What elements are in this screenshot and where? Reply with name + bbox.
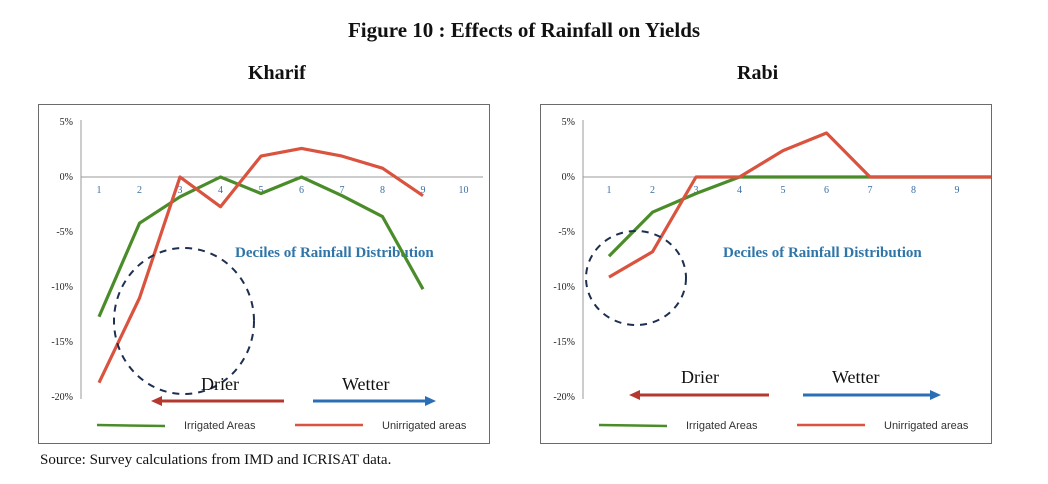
x-tick-label: 4 — [737, 185, 742, 196]
legend-unirrigated-label: Unirrigated areas — [884, 420, 969, 432]
legend-irrigated-label: Irrigated Areas — [686, 420, 758, 432]
figure-title: Figure 10 : Effects of Rainfall on Yield… — [347, 18, 701, 42]
x-tick-label: 2 — [137, 185, 142, 196]
wetter-label: Wetter — [342, 374, 390, 394]
x-tick-label: 7 — [868, 185, 873, 196]
unirrigated-series-line — [608, 131, 991, 279]
y-tick-label: 5% — [60, 117, 73, 128]
y-tick-label: -15% — [51, 337, 73, 348]
rabi-title: Rabi — [737, 62, 779, 84]
x-tick-label: 8 — [911, 185, 916, 196]
kharif-chart: 5% 0% -5% -10% -15% -20% 1 2 3 4 5 6 7 8 9 10 Deciles of… — [38, 104, 490, 444]
x-tick-label: 1 — [97, 185, 102, 196]
legend-irrigated-label: Irrigated Areas — [184, 420, 256, 432]
wetter-arrow-head — [425, 396, 436, 406]
wetter-label: Wetter — [832, 367, 880, 387]
x-tick-label: 5 — [259, 185, 264, 196]
y-tick-label: 0% — [60, 172, 73, 183]
y-tick-label: -10% — [553, 282, 575, 293]
y-tick-label: -5% — [558, 227, 575, 238]
unirrigated-series-line — [97, 146, 424, 384]
source-note: Source: Survey calculations from IMD and… — [40, 452, 392, 468]
drier-highlight-circle — [113, 247, 255, 395]
legend-unirrigated-label: Unirrigated areas — [382, 420, 467, 432]
x-tick-label: 3 — [178, 185, 183, 196]
x-tick-label: 6 — [299, 185, 304, 196]
x-axis-label: Deciles of Rainfall Distribution — [723, 245, 922, 261]
y-tick-label: 0% — [562, 172, 575, 183]
y-tick-label: -15% — [553, 337, 575, 348]
drier-highlight-circle — [585, 230, 687, 326]
drier-label: Drier — [681, 367, 719, 387]
drier-label: Drier — [201, 374, 239, 394]
wetter-arrow-head — [930, 390, 941, 400]
x-tick-label: 7 — [340, 185, 345, 196]
drier-arrow-head — [151, 396, 162, 406]
y-tick-label: 5% — [562, 117, 575, 128]
x-tick-label: 9 — [955, 185, 960, 196]
y-tick-label: -20% — [51, 392, 73, 403]
drier-arrow-head — [629, 390, 640, 400]
y-tick-label: -20% — [553, 392, 575, 403]
x-tick-label: 4 — [218, 185, 223, 196]
x-tick-label: 10 — [459, 185, 469, 196]
x-tick-label: 9 — [421, 185, 426, 196]
legend-irrigated-swatch — [96, 423, 166, 428]
kharif-chart-svg: 5% 0% -5% -10% -15% -20% 1 2 3 4 5 6 7 8 9 10 Deciles of… — [51, 117, 483, 432]
y-tick-label: -10% — [51, 282, 73, 293]
irrigated-series-line — [97, 175, 425, 318]
x-tick-label: 8 — [380, 185, 385, 196]
x-tick-label: 2 — [650, 185, 655, 196]
x-tick-label: 5 — [781, 185, 786, 196]
x-tick-label: 6 — [824, 185, 829, 196]
legend-irrigated-swatch — [598, 423, 668, 428]
kharif-title: Kharif — [248, 62, 306, 84]
x-axis-label: Deciles of Rainfall Distribution — [235, 245, 434, 261]
x-tick-label: 3 — [694, 185, 699, 196]
x-tick-label: 1 — [607, 185, 612, 196]
y-tick-label: -5% — [56, 227, 73, 238]
